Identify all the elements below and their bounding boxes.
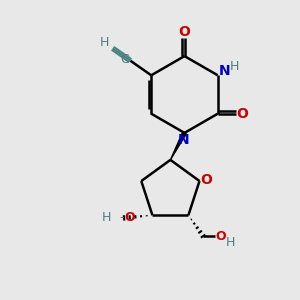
Text: N: N (178, 134, 190, 147)
Text: O: O (200, 172, 212, 187)
Text: H: H (102, 211, 111, 224)
Text: O: O (178, 25, 190, 39)
Text: H: H (225, 236, 235, 249)
Polygon shape (170, 132, 186, 160)
Text: O: O (124, 211, 135, 224)
Text: O: O (236, 107, 248, 121)
Text: C: C (121, 53, 129, 66)
Text: H: H (100, 36, 109, 50)
Text: -: - (120, 211, 124, 224)
Text: N: N (218, 64, 230, 78)
Text: H: H (230, 60, 239, 74)
Text: O: O (215, 230, 226, 243)
